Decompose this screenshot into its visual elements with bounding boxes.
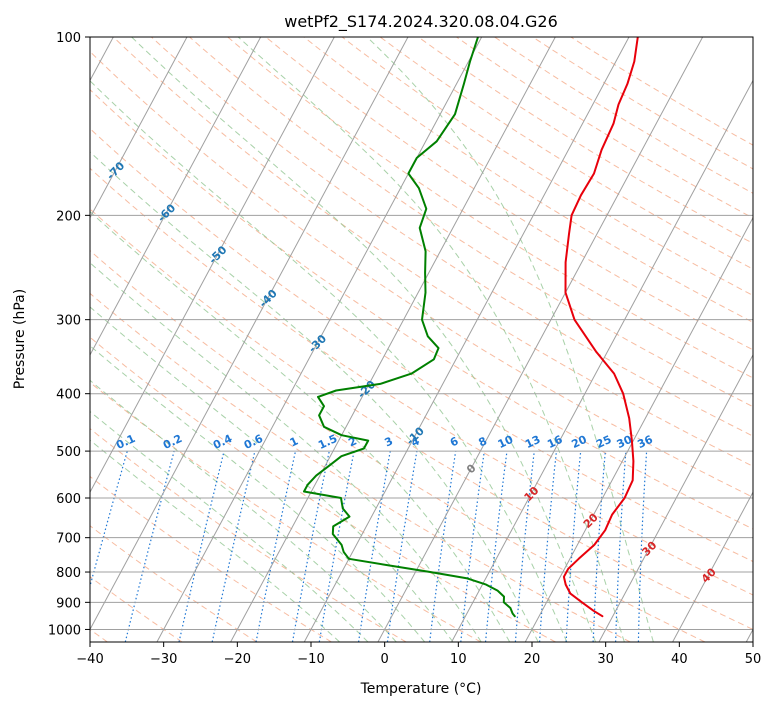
mixing-ratio-label: 36 [635, 433, 655, 451]
y-tick-label: 800 [56, 566, 81, 581]
x-axis-label: Temperature (°C) [360, 681, 482, 697]
mixing-ratio-label: 25 [594, 433, 613, 451]
y-tick-label: 600 [56, 492, 81, 507]
x-tick-label: 40 [671, 652, 688, 667]
plot-area: 0.10.20.40.611.52346810131620253036-100-… [90, 37, 753, 642]
temperature-profile-line [562, 37, 639, 618]
mixing-ratio-line [539, 451, 557, 642]
mixing-ratio-line [514, 451, 535, 642]
x-tick-label: −30 [150, 652, 177, 667]
dry-adiabat-line [90, 576, 183, 642]
mixing-ratio-line [178, 450, 225, 642]
dry-adiabat-line [90, 250, 706, 642]
isotherm-line [672, 491, 753, 642]
isotherm-line [156, 37, 483, 642]
moist-adiabat-line [90, 151, 539, 642]
isotherm-line [524, 216, 753, 642]
moist-adiabat-line [90, 439, 340, 642]
dewpoint-profile-line [303, 37, 516, 618]
isotherm-line [90, 37, 409, 631]
x-tick-label: 20 [524, 652, 541, 667]
x-tick-label: 10 [450, 652, 467, 667]
dry-adiabat-line [90, 427, 407, 642]
y-tick-label: 900 [56, 596, 81, 611]
dry-adiabats [90, 37, 753, 642]
moist-adiabat-line [90, 345, 426, 642]
isotherm-line [377, 37, 704, 642]
moist-adiabat-line [90, 262, 482, 642]
isotherm-line [598, 353, 753, 642]
x-tick-label: −10 [297, 652, 324, 667]
y-tick-label: 1000 [48, 623, 81, 638]
x-tick-label: −20 [224, 652, 251, 667]
y-axis-ticks: 100 200 300 400 500 600 700 800 900 1000 [48, 31, 90, 638]
isotherm-line [451, 79, 753, 642]
isotherm-line [90, 37, 335, 494]
dry-adiabat-line [90, 292, 631, 642]
y-tick-label: 200 [56, 209, 81, 224]
mixing-ratio-label: 13 [523, 433, 542, 451]
dry-adiabat-line [265, 37, 753, 351]
dry-adiabat-line [90, 208, 753, 630]
moist-adiabat-line [90, 306, 454, 642]
dry-adiabat-line [90, 50, 753, 498]
dry-adiabat-line [112, 37, 753, 467]
x-axis-ticks: −40 −30 −20 −10 0 10 20 30 40 50 [76, 642, 761, 667]
isobar-grid [90, 37, 753, 630]
mixing-ratio-line [460, 451, 485, 642]
dry-adiabat-line [150, 37, 753, 437]
moist-adiabat-line [90, 210, 511, 642]
profile-series [303, 37, 639, 618]
dry-adiabat-line [90, 127, 753, 563]
isotherm-line [90, 37, 188, 219]
dry-adiabat-line [90, 88, 753, 530]
x-tick-label: 50 [745, 652, 762, 667]
y-tick-label: 500 [56, 445, 81, 460]
x-tick-label: 30 [597, 652, 614, 667]
mixing-ratio-line [211, 450, 256, 642]
moist-adiabat-line [237, 37, 625, 642]
dry-adiabat-line [90, 381, 482, 642]
chart-title: wetPf2_S174.2024.320.08.04.G26 [284, 12, 558, 32]
y-tick-label: 300 [56, 314, 81, 329]
plot-frame [89, 36, 754, 643]
y-tick-label: 100 [56, 31, 81, 46]
x-tick-label: 0 [381, 652, 389, 667]
isotherm-line [90, 37, 262, 357]
isotherm-grid [90, 37, 753, 642]
x-tick-label: −40 [76, 652, 103, 667]
moist-adiabat-line [90, 80, 568, 642]
mixing-ratio-label: 16 [545, 433, 565, 451]
y-tick-label: 400 [56, 388, 81, 403]
moist-adiabat-line [366, 37, 654, 642]
mixing-ratio-label: 10 [496, 433, 516, 451]
dry-adiabat-line [90, 167, 753, 596]
mixing-ratio-line [386, 450, 418, 642]
mixing-ratio-line [429, 451, 457, 642]
isotherm-line [303, 37, 630, 642]
mixing-ratio-label: 20 [570, 433, 590, 451]
mixing-ratio-label: 30 [615, 433, 635, 451]
dry-adiabat-line [188, 37, 753, 408]
isotherm-line [230, 37, 556, 642]
dry-adiabat-line [303, 37, 753, 323]
y-tick-label: 700 [56, 532, 81, 547]
mixing-ratio-line [90, 450, 128, 589]
mixing-ratio-line [484, 451, 508, 642]
y-axis-label: Pressure (hPa) [12, 289, 28, 389]
